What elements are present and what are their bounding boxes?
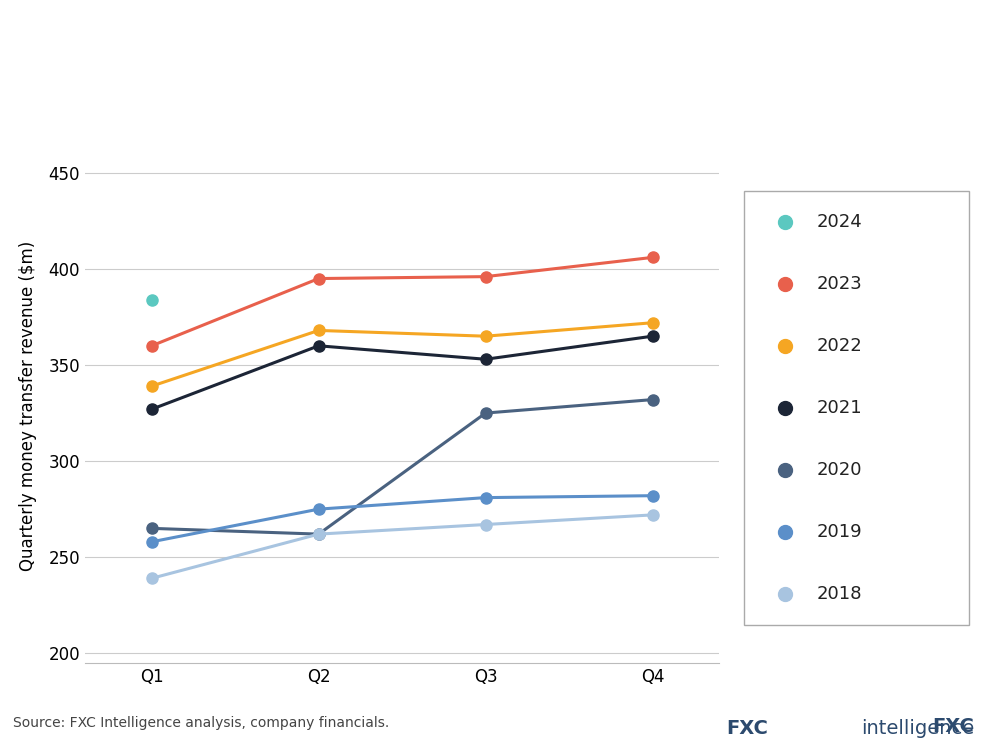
Text: 2021: 2021 bbox=[816, 399, 862, 417]
Y-axis label: Quarterly money transfer revenue ($m): Quarterly money transfer revenue ($m) bbox=[19, 241, 37, 571]
Text: 2023: 2023 bbox=[816, 275, 862, 293]
Text: 2024: 2024 bbox=[816, 213, 862, 231]
Text: intelligence: intelligence bbox=[861, 718, 974, 738]
Text: 2022: 2022 bbox=[816, 337, 862, 355]
Text: 2018: 2018 bbox=[816, 586, 862, 604]
Text: Euronet quarterly money transfer division (Ria & Xe) performance, 2018-2024: Euronet quarterly money transfer divisio… bbox=[13, 94, 718, 112]
Text: FXC: FXC bbox=[726, 718, 768, 738]
Text: Source: FXC Intelligence analysis, company financials.: Source: FXC Intelligence analysis, compa… bbox=[13, 716, 390, 730]
Text: 2019: 2019 bbox=[816, 524, 862, 542]
Text: Ria and Xe produce record results for Euronet money transfers: Ria and Xe produce record results for Eu… bbox=[13, 35, 951, 61]
Text: FXC: FXC bbox=[932, 717, 974, 736]
Text: 2020: 2020 bbox=[816, 461, 862, 479]
